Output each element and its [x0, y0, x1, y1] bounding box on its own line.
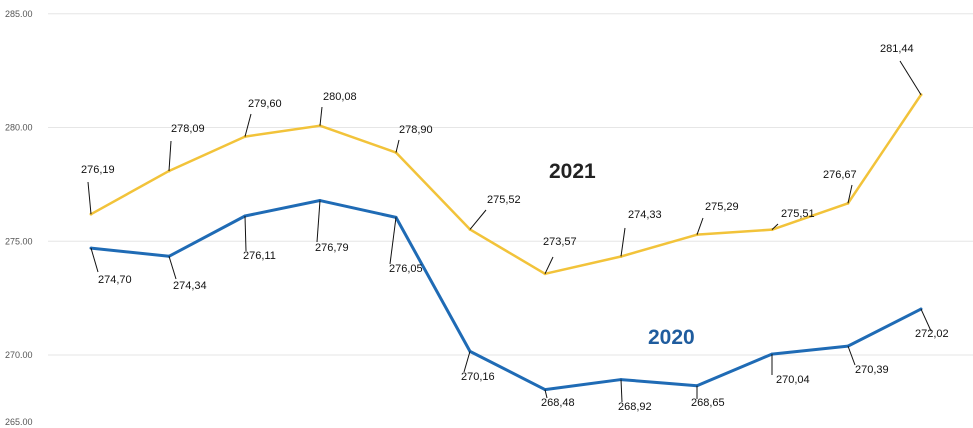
data-label-2021: 278,09	[171, 123, 205, 135]
leader-line	[389, 217, 397, 265]
series-line-2020	[90, 199, 922, 392]
leader-line	[319, 106, 323, 126]
leader-line	[244, 113, 252, 137]
leader-line	[899, 60, 922, 96]
leader-line	[696, 217, 704, 235]
y-tick-label: 265.00	[5, 417, 33, 427]
leader-line	[168, 140, 172, 171]
leader-line	[847, 345, 856, 366]
leader-line	[771, 223, 779, 231]
data-label-2020: 276,11	[243, 250, 276, 262]
data-label-2020: 270,39	[855, 364, 889, 376]
y-axis-ticks: 265.00 270.00 275.00 280.00 285.00	[5, 9, 33, 427]
leader-line	[620, 227, 626, 257]
data-label-2021: 273,57	[543, 236, 577, 248]
gridlines	[48, 13, 973, 356]
data-label-2020: 272,02	[915, 328, 949, 340]
data-label-2021: 276,67	[823, 169, 857, 181]
data-label-2021: 279,60	[248, 98, 282, 110]
data-label-2020: 276,05	[389, 263, 423, 275]
leader-line	[463, 351, 471, 373]
series-lines	[89, 93, 923, 392]
leader-line	[168, 256, 177, 280]
data-label-2020: 268,92	[618, 401, 652, 413]
leader-line	[544, 256, 554, 274]
leader-line	[544, 389, 548, 399]
data-label-2021: 276,19	[81, 164, 115, 176]
data-label-2020: 270,16	[461, 371, 495, 383]
label-leaders	[87, 60, 932, 403]
y-tick-label: 280.00	[5, 123, 33, 133]
y-tick-label: 275.00	[5, 236, 33, 246]
data-label-2020: 270,04	[776, 374, 810, 386]
leader-line	[920, 308, 932, 332]
leader-line	[620, 379, 623, 403]
data-label-2021: 278,90	[399, 124, 433, 136]
data-labels: 276,19 278,09 279,60 280,08 278,90 275,52 273,…	[81, 43, 949, 413]
series-name-2020: 2020	[648, 326, 695, 349]
data-label-2020: 274,70	[98, 274, 132, 286]
leader-line	[90, 247, 99, 273]
leader-line	[244, 215, 247, 252]
leader-line	[87, 181, 92, 215]
data-label-2020: 268,48	[541, 397, 575, 409]
data-label-2020: 268,65	[691, 397, 725, 409]
series-line-2021	[90, 94, 923, 276]
data-label-2021: 275,51	[781, 208, 815, 220]
data-label-2021: 280,08	[323, 91, 357, 103]
leader-line	[469, 209, 487, 230]
leader-line	[395, 139, 400, 153]
data-label-2021: 281,44	[880, 43, 914, 55]
data-label-2020: 276,79	[315, 242, 349, 254]
data-label-2021: 274,33	[628, 209, 662, 221]
series-name-2021: 2021	[549, 160, 596, 183]
data-label-2021: 275,29	[705, 201, 739, 213]
data-label-2021: 275,52	[487, 194, 521, 206]
y-tick-label: 285.00	[5, 9, 33, 19]
leader-line	[316, 200, 321, 243]
y-tick-label: 270.00	[5, 350, 33, 360]
data-label-2020: 274,34	[173, 280, 207, 292]
leader-line	[847, 184, 853, 204]
